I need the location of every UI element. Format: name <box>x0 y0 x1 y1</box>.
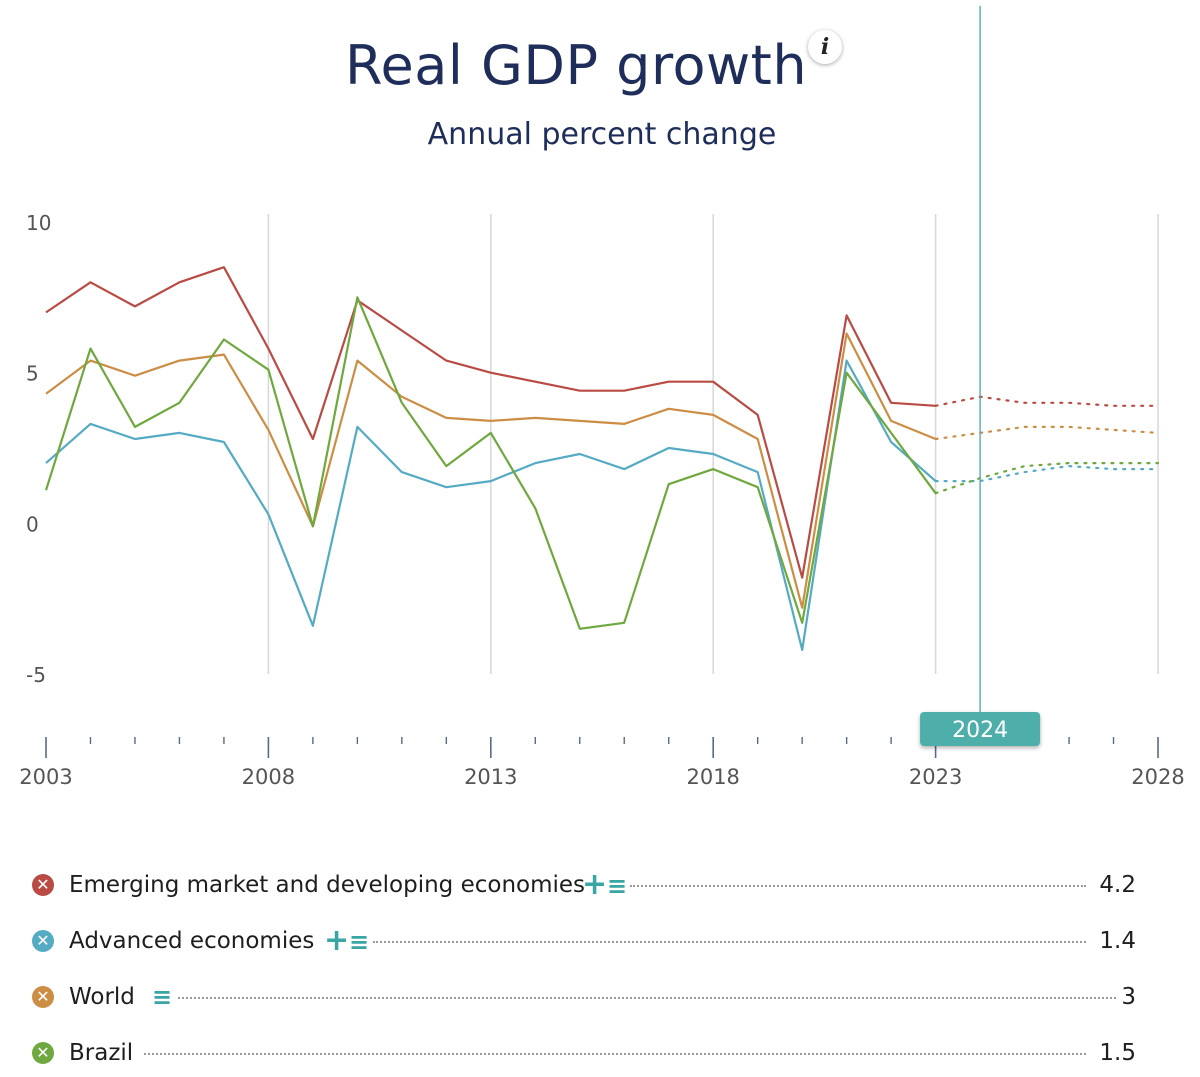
legend-label: Advanced economies <box>69 928 315 954</box>
info-icon[interactable]: i <box>808 30 842 64</box>
x-tick-label: 2008 <box>242 765 295 789</box>
legend-leader-dots <box>178 997 1116 999</box>
year-marker-label[interactable]: 2024 <box>952 718 1008 743</box>
remove-series-icon[interactable]: ✕ <box>32 874 54 896</box>
x-tick-label: 2028 <box>1131 765 1184 789</box>
x-axis: 2003 2008 2013 2018 2023 2028 <box>19 737 1185 789</box>
year-marker-badge[interactable] <box>920 712 1041 746</box>
remove-series-icon[interactable]: ✕ <box>32 930 54 952</box>
legend-label: Brazil <box>69 1040 134 1066</box>
add-plus-icon[interactable]: + <box>324 923 350 958</box>
legend-item-world[interactable]: ✕ World ≡ 3 <box>30 981 1140 1021</box>
x-tick-label: 2018 <box>686 765 739 789</box>
line-chart: 10 5 0 -5 2003 2008 2013 2018 2023 2028 2024 <box>19 6 1185 789</box>
y-tick-label: 10 <box>26 211 51 235</box>
legend-item-advanced[interactable]: ✕ Advanced economies +≡ 1.4 <box>30 925 1140 965</box>
legend-value: 1.4 <box>1099 928 1136 954</box>
list-icon[interactable]: ≡ <box>348 928 370 956</box>
y-tick-label: 0 <box>26 512 39 536</box>
legend-leader-dots <box>144 1053 1086 1055</box>
y-tick-label: -5 <box>26 663 46 687</box>
series-projection-3 <box>934 462 1160 495</box>
legend-value: 1.5 <box>1099 1040 1136 1066</box>
series-projection-0 <box>934 395 1160 407</box>
add-plus-icon[interactable]: + <box>582 867 608 902</box>
legend-item-emerging[interactable]: ✕ Emerging market and developing economi… <box>30 869 1140 909</box>
series-line-1 <box>45 359 937 652</box>
series-layer <box>44 266 1160 652</box>
legend-value: 3 <box>1121 984 1136 1010</box>
remove-series-icon[interactable]: ✕ <box>32 986 54 1008</box>
series-line-2 <box>45 332 937 609</box>
series-line-0 <box>45 266 936 579</box>
legend-leader-dots <box>373 941 1086 943</box>
legend-value: 4.2 <box>1099 872 1136 898</box>
chart-title: Real GDP growth <box>344 34 808 97</box>
year-marker-layer: 2024 <box>920 6 1041 746</box>
legend-label: World <box>69 984 135 1010</box>
remove-series-icon[interactable]: ✕ <box>32 1042 54 1064</box>
series-projection-2 <box>934 425 1160 441</box>
x-tick-label: 2003 <box>19 765 72 789</box>
series-line-3 <box>44 296 937 630</box>
chart-subtitle: Annual percent change <box>427 117 777 152</box>
list-icon[interactable]: ≡ <box>151 983 173 1011</box>
x-tick-label: 2023 <box>909 765 962 789</box>
y-tick-label: 5 <box>26 362 39 386</box>
grid-layer: 10 5 0 -5 <box>26 211 1159 687</box>
legend-label: Emerging market and developing economies <box>69 872 586 898</box>
list-icon[interactable]: ≡ <box>606 872 628 900</box>
legend-leader-dots <box>630 885 1086 887</box>
legend-item-brazil[interactable]: ✕ Brazil 1.5 <box>30 1037 1140 1077</box>
x-tick-label: 2013 <box>464 765 517 789</box>
series-projection-1 <box>934 464 1160 483</box>
